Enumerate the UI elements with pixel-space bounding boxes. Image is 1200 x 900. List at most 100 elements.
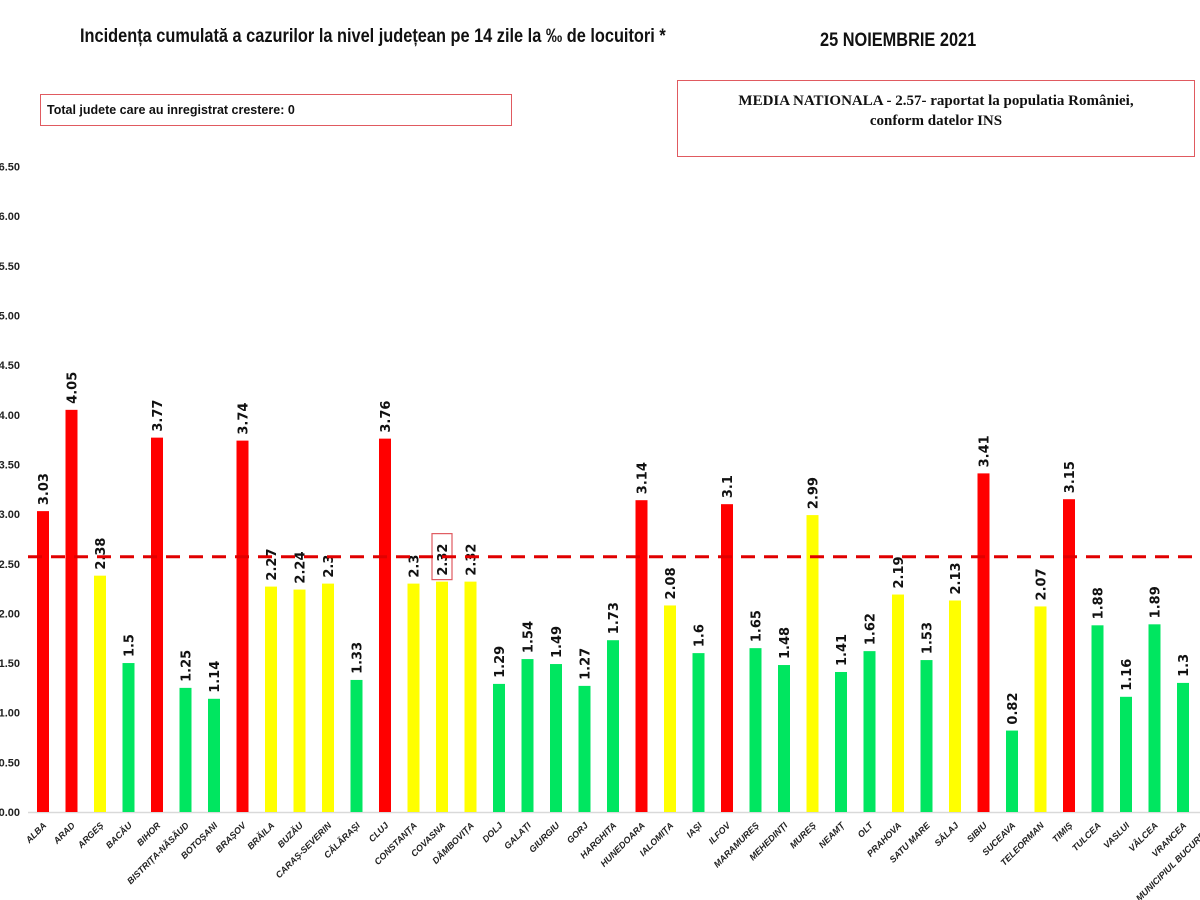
data-label: 2.32 bbox=[436, 544, 451, 576]
data-label: 2.3 bbox=[408, 555, 423, 578]
data-label: 2.32 bbox=[465, 544, 480, 576]
data-label: 0.82 bbox=[1006, 692, 1021, 724]
data-label: 3.74 bbox=[237, 403, 252, 435]
data-label: 2.07 bbox=[1035, 568, 1050, 600]
data-label: 2.27 bbox=[265, 549, 280, 581]
data-label: 1.49 bbox=[550, 626, 565, 658]
x-tick-label: SIBIU bbox=[965, 820, 989, 844]
x-tick-label: IAȘI bbox=[684, 820, 704, 840]
bar bbox=[464, 581, 477, 812]
x-tick-label: ARGEȘ bbox=[75, 820, 105, 850]
data-label: 1.29 bbox=[493, 646, 508, 678]
bar bbox=[778, 665, 790, 812]
bar bbox=[1148, 624, 1161, 812]
bar bbox=[350, 679, 363, 812]
data-label: 1.6 bbox=[693, 624, 708, 647]
bar bbox=[379, 438, 391, 812]
data-label: 1.14 bbox=[208, 661, 223, 693]
data-label: 1.62 bbox=[864, 613, 879, 645]
data-label: 2.08 bbox=[664, 567, 679, 599]
data-label: 1.16 bbox=[1120, 659, 1135, 691]
bar bbox=[977, 473, 990, 812]
x-tick-label: ARAD bbox=[51, 820, 78, 847]
data-label: 1.89 bbox=[1149, 586, 1164, 618]
x-tick-label: MUREȘ bbox=[788, 820, 818, 850]
data-label: 3.15 bbox=[1063, 461, 1078, 493]
y-tick-label: 2.50 bbox=[0, 559, 20, 571]
bar bbox=[721, 504, 733, 812]
national-average-line1: MEDIA NATIONALA - 2.57- raportat la popu… bbox=[738, 93, 1134, 109]
y-tick-label: 0.00 bbox=[0, 807, 20, 819]
data-label: 3.77 bbox=[151, 400, 166, 432]
x-tick-label: TIMIȘ bbox=[1050, 820, 1074, 844]
bar bbox=[407, 583, 420, 812]
bar bbox=[806, 515, 819, 812]
y-tick-label: 4.50 bbox=[0, 360, 20, 372]
bar bbox=[322, 583, 334, 812]
bar bbox=[65, 409, 78, 812]
bar bbox=[1006, 730, 1018, 812]
data-label: 3.76 bbox=[379, 401, 394, 433]
x-tick-label: GORJ bbox=[565, 820, 591, 846]
national-average-line2: conform datelor INS bbox=[869, 113, 1003, 129]
data-label: 2.13 bbox=[949, 562, 964, 594]
increase-count-box: Total judete care au inregistrat crester… bbox=[40, 94, 512, 126]
data-label: 2.19 bbox=[892, 556, 907, 588]
bar bbox=[692, 653, 705, 812]
bar bbox=[1091, 625, 1104, 812]
y-tick-label: 3.00 bbox=[0, 509, 20, 521]
data-label: 3.14 bbox=[636, 462, 651, 494]
x-tick-label: CLUJ bbox=[367, 820, 391, 844]
data-label: 1.27 bbox=[579, 648, 594, 680]
report-date: 25 NOIEMBRIE 2021 bbox=[820, 30, 977, 51]
x-tick-label: GIURGIU bbox=[527, 820, 562, 855]
data-label: 2.38 bbox=[94, 538, 109, 570]
bar bbox=[293, 589, 306, 812]
y-tick-label: 1.00 bbox=[0, 708, 20, 720]
y-tick-label: 6.50 bbox=[0, 162, 20, 174]
bar bbox=[835, 671, 847, 812]
bar bbox=[607, 640, 619, 812]
data-label: 1.33 bbox=[351, 642, 366, 674]
bar bbox=[151, 437, 163, 812]
bar bbox=[1034, 606, 1047, 812]
data-label: 1.88 bbox=[1092, 587, 1107, 619]
x-tick-label: SĂLAJ bbox=[932, 819, 961, 848]
data-label: 3.41 bbox=[978, 435, 993, 467]
x-tick-label: BACĂU bbox=[103, 819, 134, 850]
bar bbox=[1063, 499, 1075, 812]
x-tick-label: ALBA bbox=[23, 820, 48, 845]
bar bbox=[236, 440, 249, 812]
y-tick-label: 5.00 bbox=[0, 311, 20, 323]
bar bbox=[863, 651, 876, 812]
y-tick-label: 1.50 bbox=[0, 658, 20, 670]
bar bbox=[521, 659, 534, 812]
bar bbox=[1177, 682, 1189, 812]
x-tick-label: OLT bbox=[856, 819, 876, 839]
bar bbox=[208, 698, 220, 812]
x-tick-label: BRAȘOV bbox=[214, 820, 249, 855]
data-label: 2.99 bbox=[807, 477, 822, 509]
data-label: 1.54 bbox=[522, 621, 537, 653]
bar bbox=[94, 575, 106, 812]
data-label: 3.1 bbox=[721, 475, 736, 498]
y-tick-label: 6.00 bbox=[0, 211, 20, 223]
y-tick-label: 3.50 bbox=[0, 459, 20, 471]
national-average-box: MEDIA NATIONALA - 2.57- raportat la popu… bbox=[677, 80, 1195, 157]
bar bbox=[37, 511, 49, 812]
increase-count-text: Total judete care au inregistrat crester… bbox=[47, 103, 295, 117]
x-tick-label: ILFOV bbox=[707, 820, 734, 847]
bar bbox=[122, 663, 135, 812]
bar bbox=[920, 660, 933, 812]
bar bbox=[892, 594, 904, 812]
x-tick-label: DOLJ bbox=[480, 820, 505, 845]
data-label: 1.25 bbox=[180, 650, 195, 682]
bar bbox=[179, 687, 192, 812]
data-label: 1.53 bbox=[921, 622, 936, 654]
bar bbox=[949, 600, 961, 812]
data-label: 3.03 bbox=[37, 473, 52, 505]
data-label: 4.05 bbox=[66, 372, 81, 404]
chart-title: Incidența cumulată a cazurilor la nivel … bbox=[80, 26, 666, 47]
bar bbox=[578, 685, 591, 812]
